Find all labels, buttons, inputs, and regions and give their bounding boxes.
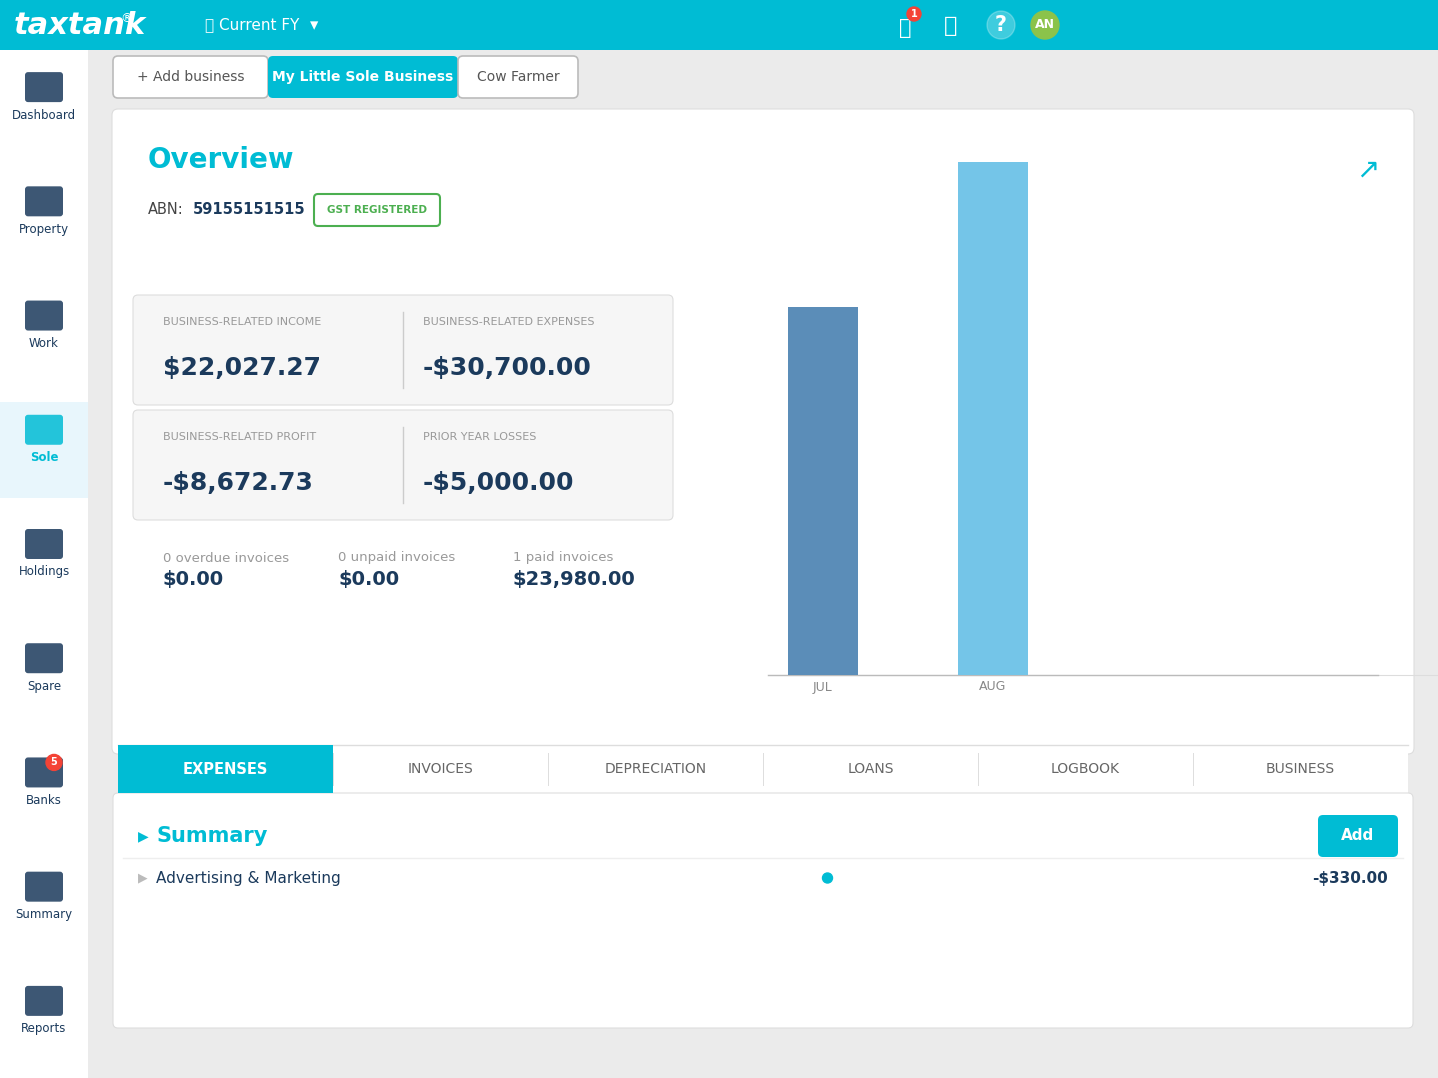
Circle shape: [823, 873, 833, 883]
Text: Summary: Summary: [155, 826, 267, 846]
Text: BUSINESS-RELATED INCOME: BUSINESS-RELATED INCOME: [162, 317, 321, 327]
Text: BUSINESS-RELATED PROFIT: BUSINESS-RELATED PROFIT: [162, 432, 316, 442]
Text: BUSINESS: BUSINESS: [1265, 762, 1334, 776]
Bar: [788, 307, 858, 675]
Text: GST REGISTERED: GST REGISTERED: [326, 205, 427, 215]
Circle shape: [907, 6, 920, 20]
FancyBboxPatch shape: [112, 109, 1414, 754]
Text: PRIOR YEAR LOSSES: PRIOR YEAR LOSSES: [423, 432, 536, 442]
Text: ▶: ▶: [138, 829, 148, 843]
Text: Summary: Summary: [16, 908, 72, 922]
Circle shape: [1031, 11, 1058, 39]
Text: ABN:: ABN:: [148, 203, 184, 218]
FancyBboxPatch shape: [24, 72, 63, 102]
Text: LOGBOOK: LOGBOOK: [1051, 762, 1120, 776]
Text: AN: AN: [1035, 18, 1055, 31]
FancyBboxPatch shape: [114, 56, 267, 98]
Text: ?: ?: [995, 15, 1007, 34]
FancyBboxPatch shape: [24, 986, 63, 1015]
FancyBboxPatch shape: [24, 529, 63, 559]
Text: -$30,700.00: -$30,700.00: [423, 356, 592, 381]
Circle shape: [986, 11, 1015, 39]
FancyBboxPatch shape: [24, 758, 63, 787]
Text: Cow Farmer: Cow Farmer: [476, 70, 559, 84]
FancyBboxPatch shape: [24, 415, 63, 445]
Text: $23,980.00: $23,980.00: [513, 570, 636, 590]
FancyBboxPatch shape: [132, 295, 673, 405]
Text: 💬: 💬: [945, 16, 958, 36]
Text: 1: 1: [910, 9, 917, 19]
Text: 1 paid invoices: 1 paid invoices: [513, 552, 614, 565]
Text: $0.00: $0.00: [162, 570, 224, 590]
Text: Advertising & Marketing: Advertising & Marketing: [155, 871, 341, 885]
FancyBboxPatch shape: [24, 644, 63, 674]
Text: My Little Sole Business: My Little Sole Business: [272, 70, 453, 84]
FancyBboxPatch shape: [114, 793, 1414, 1028]
Text: -$5,000.00: -$5,000.00: [423, 471, 575, 495]
FancyBboxPatch shape: [24, 186, 63, 217]
Text: $0.00: $0.00: [338, 570, 400, 590]
Text: 59155151515: 59155151515: [193, 203, 306, 218]
Bar: [118, 745, 334, 793]
FancyBboxPatch shape: [267, 56, 457, 98]
Text: + Add business: + Add business: [137, 70, 244, 84]
Text: Property: Property: [19, 223, 69, 236]
Text: -$330.00: -$330.00: [1313, 871, 1388, 885]
Text: Overview: Overview: [148, 146, 295, 174]
FancyBboxPatch shape: [132, 410, 673, 520]
Text: ▶: ▶: [138, 871, 148, 885]
FancyBboxPatch shape: [24, 301, 63, 331]
Text: DEPRECIATION: DEPRECIATION: [604, 762, 706, 776]
Bar: [118, 745, 1408, 793]
Bar: [0, 402, 88, 498]
Text: Add: Add: [1342, 829, 1375, 843]
FancyBboxPatch shape: [24, 872, 63, 901]
FancyBboxPatch shape: [313, 194, 440, 226]
Text: 🔔: 🔔: [899, 18, 912, 38]
Text: Holdings: Holdings: [19, 566, 69, 579]
Text: ®: ®: [119, 13, 132, 26]
Bar: [958, 162, 1028, 675]
Text: BUSINESS-RELATED EXPENSES: BUSINESS-RELATED EXPENSES: [423, 317, 594, 327]
Text: 0 overdue invoices: 0 overdue invoices: [162, 552, 289, 565]
Text: ↗: ↗: [1356, 156, 1379, 184]
Bar: [0, 50, 88, 1078]
Text: 0 unpaid invoices: 0 unpaid invoices: [338, 552, 456, 565]
Text: Sole: Sole: [30, 452, 59, 465]
Text: Reports: Reports: [22, 1022, 66, 1035]
Bar: [0, 0, 1438, 50]
Text: ▾: ▾: [311, 16, 318, 34]
Bar: [88, 50, 1438, 105]
FancyBboxPatch shape: [1319, 815, 1398, 857]
Circle shape: [46, 755, 62, 771]
Text: Dashboard: Dashboard: [12, 109, 76, 122]
Text: -$8,672.73: -$8,672.73: [162, 471, 313, 495]
Text: LOANS: LOANS: [847, 762, 894, 776]
Text: INVOICES: INVOICES: [407, 762, 473, 776]
Text: 5: 5: [50, 758, 58, 768]
Text: Banks: Banks: [26, 793, 62, 807]
Text: ⎕ Current FY: ⎕ Current FY: [206, 17, 299, 32]
Text: taxtank: taxtank: [14, 11, 147, 40]
Text: Work: Work: [29, 337, 59, 350]
Text: EXPENSES: EXPENSES: [183, 761, 269, 776]
Text: JUL: JUL: [812, 680, 833, 693]
Text: AUG: AUG: [979, 680, 1007, 693]
Text: Spare: Spare: [27, 680, 60, 693]
Text: $22,027.27: $22,027.27: [162, 356, 321, 381]
FancyBboxPatch shape: [457, 56, 578, 98]
